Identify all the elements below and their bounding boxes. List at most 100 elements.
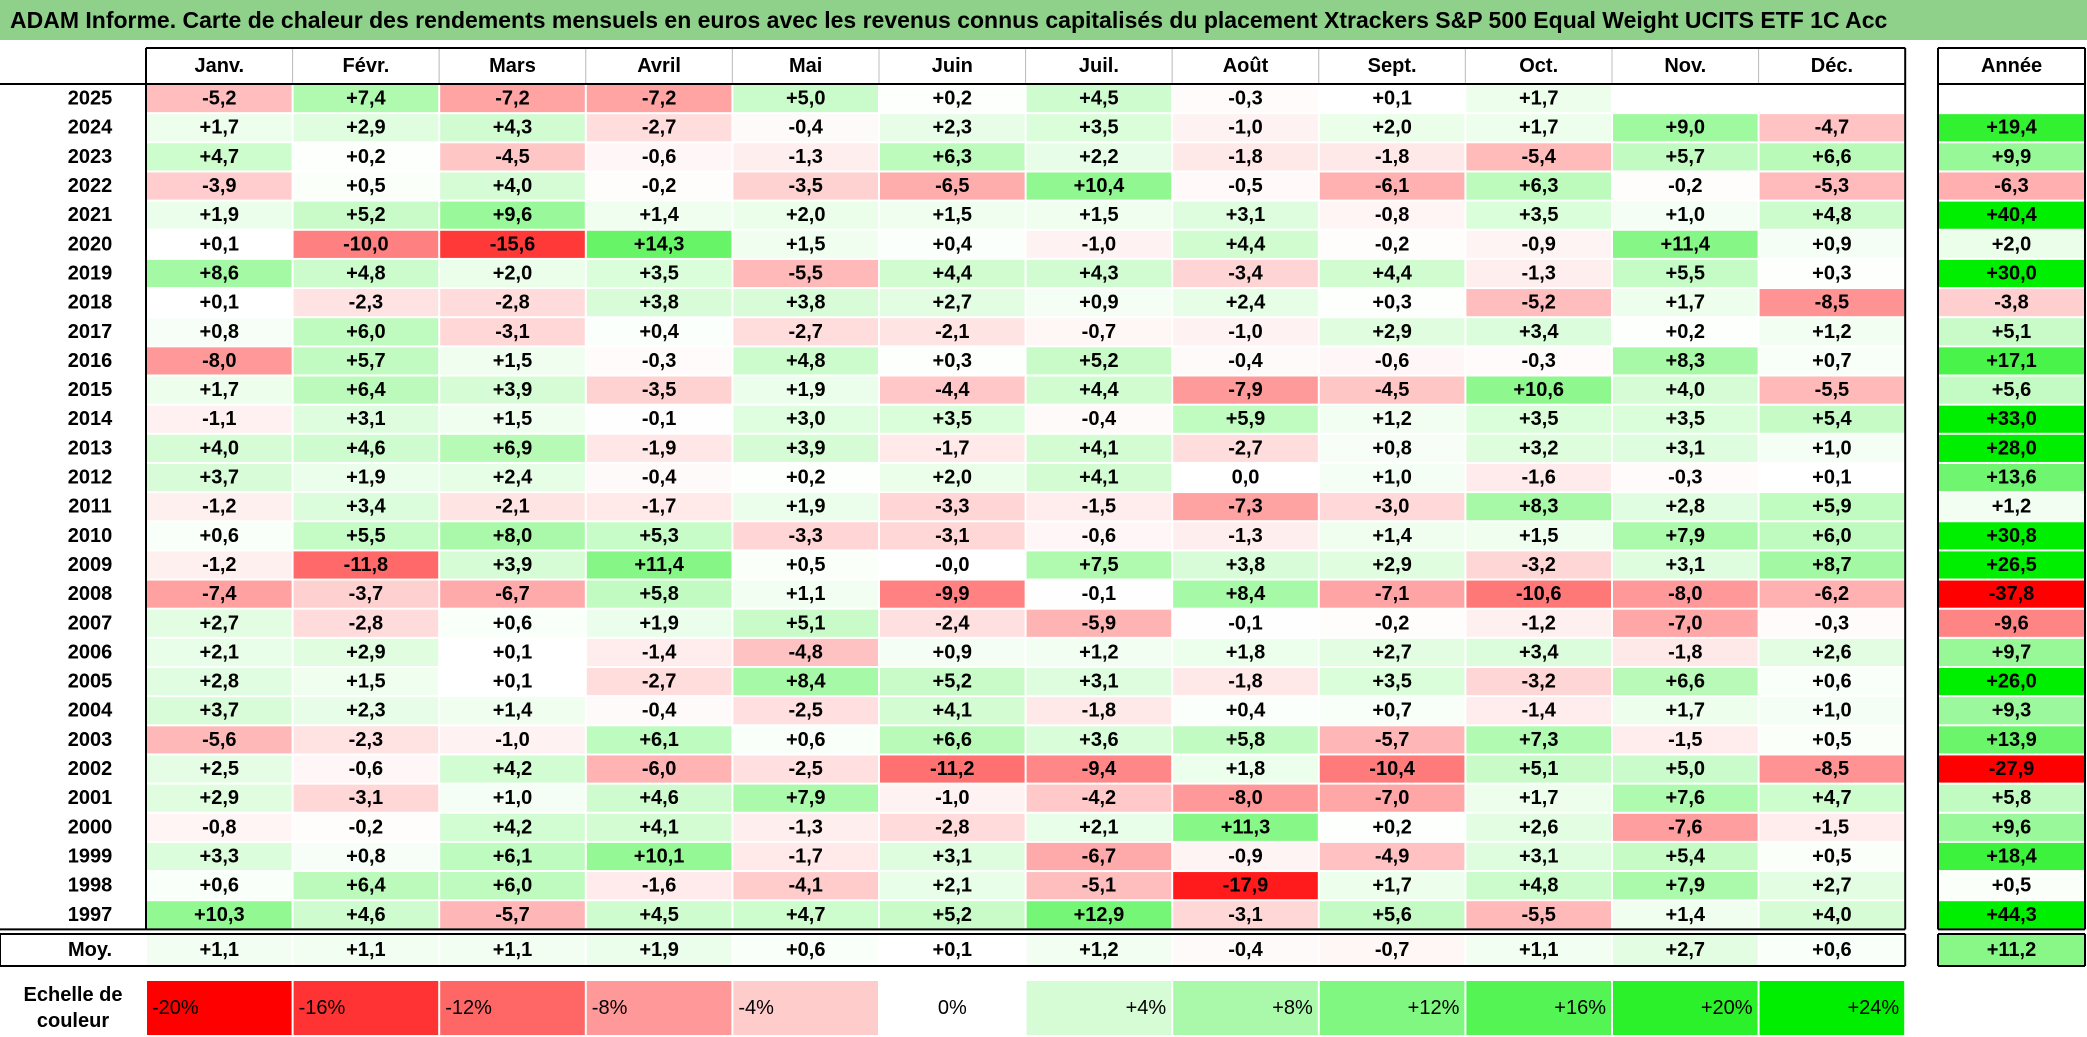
heatmap-cell-value: -5,9 xyxy=(1082,612,1116,634)
month-header-label: Mars xyxy=(489,55,536,77)
annual-cell-value: +26,5 xyxy=(1986,554,2037,576)
annual-cell xyxy=(1939,405,2084,433)
heatmap-cell xyxy=(880,872,1025,900)
heatmap-cell-value: +10,3 xyxy=(194,904,245,926)
heatmap-cell-value: -1,4 xyxy=(642,641,677,663)
heatmap-cell-value: -10,6 xyxy=(1516,583,1562,605)
legend-swatch xyxy=(1466,981,1611,1035)
legend-label: -20% xyxy=(152,997,199,1019)
heatmap-cell xyxy=(1319,813,1465,841)
heatmap-cell-value: +3,5 xyxy=(1666,408,1705,430)
heatmap-cell-value: -7,3 xyxy=(1228,496,1262,518)
heatmap-cell-value: +3,5 xyxy=(1519,408,1558,430)
heatmap-cell xyxy=(586,201,732,229)
heatmap-cell xyxy=(293,755,439,783)
heatmap-cell-value: +5,6 xyxy=(1372,904,1411,926)
month-header-cell xyxy=(1611,47,1760,85)
heatmap-cell-value: +0,5 xyxy=(786,554,825,576)
heatmap-cell-value: -1,2 xyxy=(202,496,236,518)
heatmap-cell xyxy=(586,463,732,492)
heatmap-cell-value: +1,7 xyxy=(1666,700,1705,722)
month-header-cell xyxy=(1171,47,1320,85)
legend-label: +20% xyxy=(1701,997,1753,1019)
heatmap-cell-value: +3,9 xyxy=(786,437,825,459)
annual-cell-value: +26,0 xyxy=(1986,671,2037,693)
legend-title: couleur xyxy=(37,1010,109,1032)
heatmap-cell-value: -0,1 xyxy=(642,408,676,430)
heatmap-cell-value: +2,9 xyxy=(346,641,385,663)
heatmap-cell xyxy=(880,697,1025,725)
heatmap-cell xyxy=(440,376,585,404)
heatmap-cell xyxy=(1466,551,1611,579)
annual-cell xyxy=(1939,289,2084,317)
heatmap-cell-value: +2,4 xyxy=(1226,292,1266,314)
heatmap-cell xyxy=(586,784,732,812)
heatmap-cell-value: -2,7 xyxy=(642,671,676,693)
heatmap-cell-value: +0,5 xyxy=(1812,729,1851,751)
heatmap-cell xyxy=(1173,463,1318,492)
heatmap-cell xyxy=(1466,85,1611,113)
heatmap-cell-value: -0,2 xyxy=(349,816,383,838)
heatmap-cell-value: +8,7 xyxy=(1812,554,1851,576)
heatmap-cell xyxy=(293,493,439,521)
annual-cell xyxy=(1939,493,2084,521)
heatmap-cell-value: +0,9 xyxy=(933,641,972,663)
annual-cell xyxy=(1939,697,2084,725)
heatmap-cell-value: +7,4 xyxy=(346,88,386,110)
average-cell xyxy=(440,935,585,965)
heatmap-cell-value: +4,2 xyxy=(493,758,532,780)
heatmap-cell xyxy=(1319,463,1465,492)
heatmap-cell-value: -0,8 xyxy=(1375,204,1409,226)
legend-swatch xyxy=(1026,981,1172,1035)
heatmap-cell xyxy=(586,493,732,521)
heatmap-cell xyxy=(733,522,878,550)
heatmap-cell xyxy=(880,755,1025,783)
heatmap-cell-value: -6,5 xyxy=(935,175,969,197)
heatmap-cell-value: -3,4 xyxy=(1228,262,1263,284)
annual-cell-value: +17,1 xyxy=(1986,350,2037,372)
heatmap-cell-value: +3,7 xyxy=(200,700,239,722)
heatmap-cell-value: -5,7 xyxy=(1375,729,1409,751)
average-cell-value: -0,7 xyxy=(1375,939,1409,961)
heatmap-cell xyxy=(880,813,1025,841)
heatmap-cell-value: +0,1 xyxy=(200,233,239,255)
heatmap-cell xyxy=(293,638,439,666)
annual-cell xyxy=(1939,813,2084,841)
month-header-cell xyxy=(1758,47,1906,85)
heatmap-cell xyxy=(1319,901,1465,929)
heatmap-cell-value: -0,2 xyxy=(642,175,676,197)
heatmap-cell-value: +3,5 xyxy=(1079,117,1118,139)
heatmap-cell-value: +3,5 xyxy=(933,408,972,430)
heatmap-cell xyxy=(880,201,1025,229)
heatmap-cell-value: -5,1 xyxy=(1082,875,1116,897)
heatmap-cell-value: +4,2 xyxy=(493,816,532,838)
heatmap-cell xyxy=(1759,201,1905,229)
heatmap-cell xyxy=(733,726,878,754)
heatmap-cell xyxy=(880,289,1025,317)
heatmap-cell-value: +1,0 xyxy=(1812,700,1851,722)
heatmap-cell xyxy=(440,85,585,113)
month-header-label: Juin xyxy=(932,55,973,77)
heatmap-cell xyxy=(1759,434,1905,462)
heatmap-cell xyxy=(586,143,732,171)
average-cell xyxy=(147,935,292,965)
annual-cell-value: -27,9 xyxy=(1989,758,2035,780)
heatmap-cell xyxy=(1173,872,1318,900)
heatmap-cell-value: +8,3 xyxy=(1666,350,1705,372)
heatmap-cell xyxy=(733,901,878,929)
heatmap-cell-value: -3,9 xyxy=(202,175,236,197)
annual-cell-value: +13,9 xyxy=(1986,729,2037,751)
heatmap-cell-value: +0,1 xyxy=(200,292,239,314)
heatmap-cell-value: -0,2 xyxy=(1668,175,1702,197)
heatmap-cell xyxy=(1319,259,1465,288)
year-label: 2016 xyxy=(68,350,113,372)
heatmap-cell xyxy=(1466,784,1611,812)
heatmap-cell xyxy=(440,259,585,288)
heatmap-cell xyxy=(1319,697,1465,725)
heatmap-cell xyxy=(293,289,439,317)
heatmap-cell xyxy=(733,376,878,404)
annual-header-label: Année xyxy=(1981,55,2042,77)
heatmap-cell-value: -0,3 xyxy=(1521,350,1555,372)
heatmap-cell xyxy=(293,376,439,404)
average-cell xyxy=(1466,935,1611,965)
